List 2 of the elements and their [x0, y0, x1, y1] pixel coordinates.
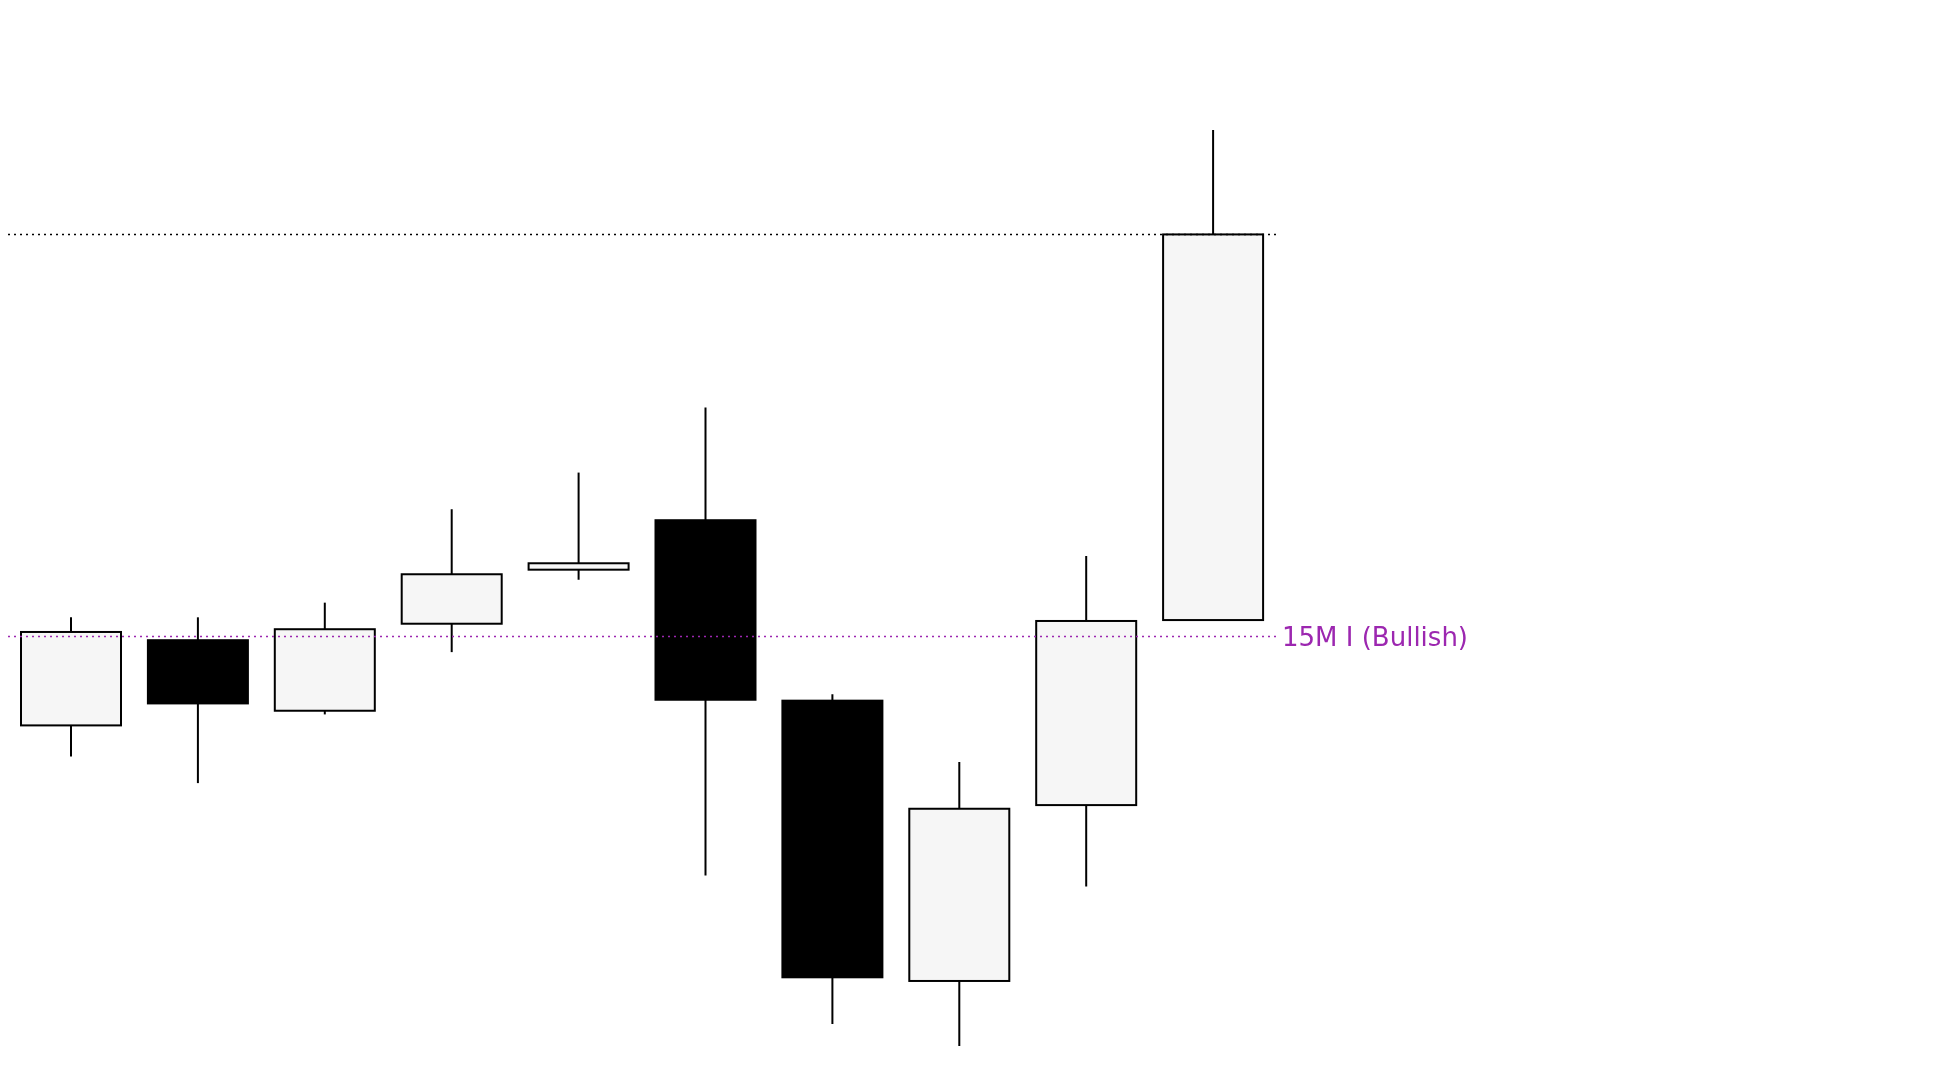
candlestick	[527, 471, 630, 581]
ref-line-label: 15M I (Bullish)	[1282, 621, 1469, 652]
